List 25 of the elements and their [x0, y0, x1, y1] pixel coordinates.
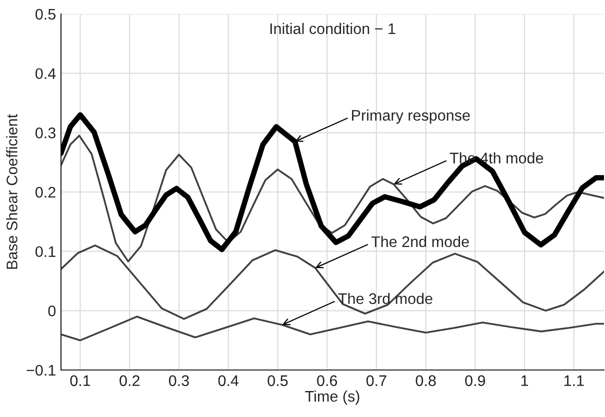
line-series [61, 316, 604, 342]
x-axis-title: Time (s) [305, 390, 360, 405]
x-tick-label: 0.1 [70, 375, 90, 386]
x-tick-label: 0.8 [416, 375, 436, 386]
y-tick-label: 0.5 [36, 8, 56, 20]
annotation: The 2nd mode [371, 236, 469, 248]
x-tick-label: 0.3 [168, 375, 189, 386]
x-tick-label: 0.2 [120, 375, 140, 386]
chart-title: Initial condition − 1 [270, 22, 396, 34]
y-tick-label: −0.1 [26, 364, 56, 376]
x-tick-label: 1 [521, 375, 528, 386]
y-tick-label: 0.2 [36, 186, 56, 198]
x-tick-label: 0.4 [218, 375, 239, 386]
x-tick-label: 0.9 [465, 375, 486, 386]
x-tick-label: 1.1 [564, 375, 584, 386]
x-tick-label: 0.7 [366, 375, 386, 386]
line-series [61, 134, 604, 262]
y-tick-label: 0 [48, 306, 56, 316]
x-tick-label: 0.5 [268, 375, 288, 386]
y-axis-title: Base Shear Coefficient [6, 114, 18, 269]
y-tick-label: 0.3 [36, 128, 56, 138]
y-tick-label: 0.1 [36, 246, 56, 258]
annotation: Primary response [352, 110, 470, 124]
x-tick-label: 0.6 [317, 375, 338, 386]
y-tick-label: 0.4 [36, 68, 56, 80]
